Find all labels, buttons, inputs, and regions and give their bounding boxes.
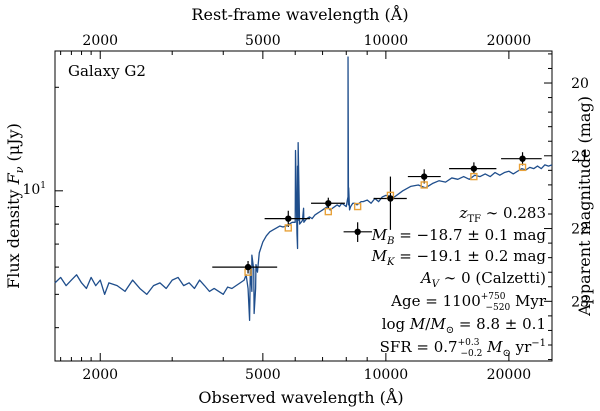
- mag-tick-label: 23: [571, 294, 589, 310]
- model-photometry-point: [420, 181, 428, 189]
- plot-frame: [54, 50, 553, 362]
- model-sed-series: [54, 56, 553, 322]
- x-tick-label: 5000: [245, 367, 281, 383]
- mag-tick-label: 20: [571, 76, 589, 92]
- top-axis-title: Rest-frame wavelength (Å): [191, 4, 408, 24]
- x-tick-label: 10000: [364, 367, 409, 383]
- x-tick-label: 2000: [82, 367, 118, 383]
- model-photometry-point: [353, 202, 362, 211]
- observed-point: [387, 195, 394, 202]
- observed-point: [420, 173, 428, 180]
- sfr-text: SFR = 0.7+0.3 −0.2 M⊙ yr−1: [380, 338, 546, 359]
- bottom-axis-title: Observed wavelength (Å): [198, 387, 403, 407]
- mag-tick-label: 22: [571, 222, 589, 238]
- observed-point: [519, 155, 526, 162]
- top-x-tick-label: 10000: [364, 33, 409, 49]
- photometry-series: [212, 152, 542, 276]
- x-tick-label: 20000: [487, 367, 532, 383]
- stellar-mass-text: log M/M⊙ = 8.8 ± 0.1: [382, 315, 546, 336]
- extinction-text: AV ∼ 0 (Calzetti): [419, 269, 546, 290]
- abs-mag-b-text: MB = −18.7 ± 0.1 mag: [371, 226, 547, 247]
- top-x-tick-label: 5000: [245, 33, 281, 49]
- model-photometry-point: [518, 163, 527, 172]
- observed-point: [244, 263, 252, 271]
- observed-point: [470, 165, 478, 172]
- right-axis-title: Apparent magnitude (mag): [575, 96, 594, 317]
- redshift-text: zTF ∼ 0.283: [458, 204, 546, 225]
- observed-point: [354, 228, 361, 236]
- model-photometry-point: [284, 224, 292, 232]
- top-x-tick-label: 2000: [82, 33, 118, 49]
- age-text: Age = 1100+750 −520 Myr: [390, 292, 547, 313]
- property-annotations: zTF ∼ 0.283 MB = −18.7 ± 0.1 mag MK = −1…: [371, 204, 547, 359]
- model-photometry-point: [470, 172, 478, 181]
- model-sed-line: [54, 56, 553, 322]
- mag-tick-label: 21: [571, 149, 589, 165]
- galaxy-name: Galaxy G2: [68, 62, 146, 80]
- model-photometry-point: [324, 207, 333, 216]
- left-axis-title: Flux density Fν (μJy): [4, 123, 26, 289]
- abs-mag-k-text: MK = −19.1 ± 0.2 mag: [371, 247, 547, 268]
- top-x-tick-label: 20000: [487, 33, 532, 49]
- observed-point: [325, 200, 332, 207]
- observed-point: [285, 215, 292, 222]
- axis-ticks: 2000 5000 10000 20000 2000 5000 10000 20000 20 21…: [55, 33, 589, 383]
- y-tick-label-10: 101: [22, 181, 46, 198]
